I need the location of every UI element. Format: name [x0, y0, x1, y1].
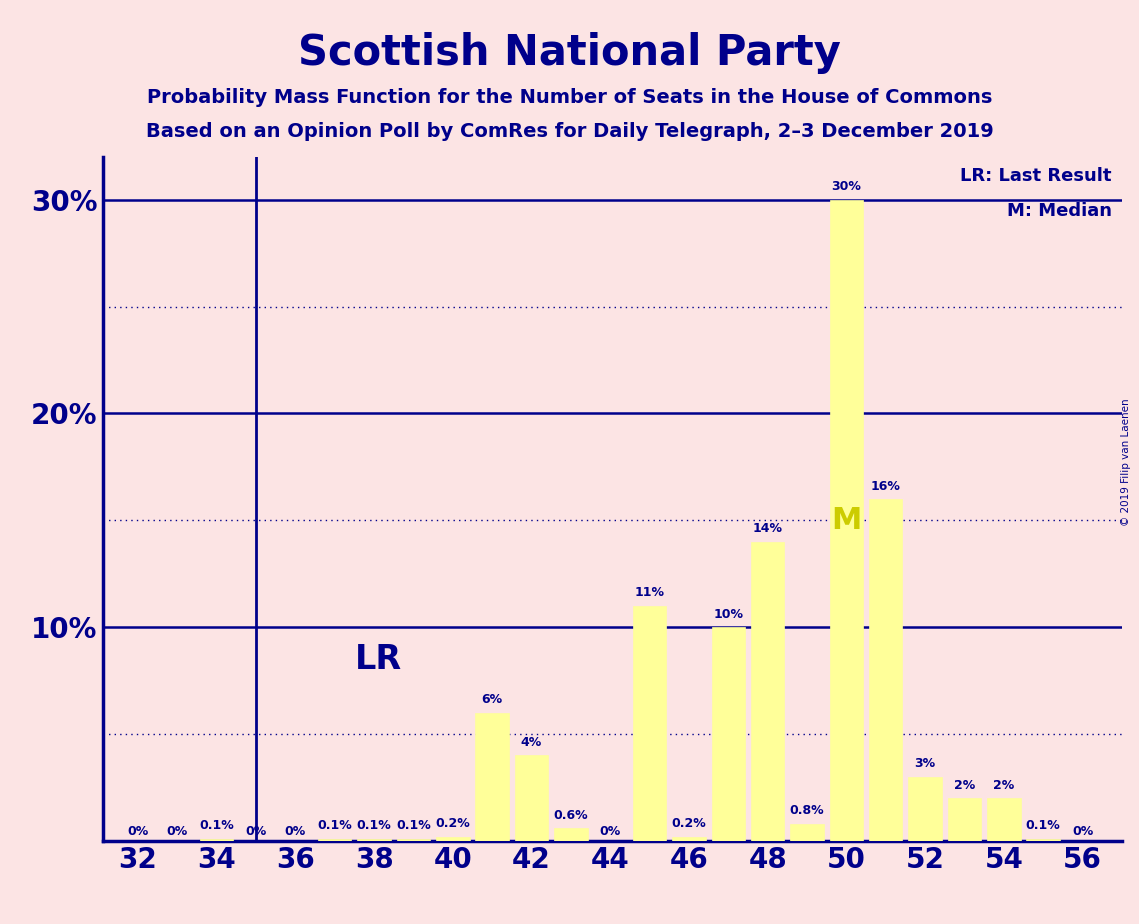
- Bar: [436, 836, 469, 841]
- Text: Scottish National Party: Scottish National Party: [298, 32, 841, 74]
- Text: 2%: 2%: [953, 779, 975, 792]
- Bar: [555, 828, 588, 841]
- Bar: [751, 541, 785, 841]
- Text: 6%: 6%: [482, 693, 502, 706]
- Bar: [318, 839, 352, 841]
- Bar: [948, 798, 981, 841]
- Text: 0%: 0%: [128, 824, 148, 838]
- Bar: [200, 839, 233, 841]
- Text: 10%: 10%: [713, 608, 744, 621]
- Text: © 2019 Filip van Laenen: © 2019 Filip van Laenen: [1121, 398, 1131, 526]
- Text: 14%: 14%: [753, 522, 782, 535]
- Text: 0%: 0%: [245, 824, 267, 838]
- Text: 0.1%: 0.1%: [357, 820, 392, 833]
- Bar: [829, 200, 863, 841]
- Text: 0.1%: 0.1%: [199, 820, 233, 833]
- Bar: [712, 627, 745, 841]
- Text: M: M: [831, 505, 861, 535]
- Text: 2%: 2%: [993, 779, 1015, 792]
- Text: LR: Last Result: LR: Last Result: [960, 167, 1112, 186]
- Text: 0%: 0%: [285, 824, 306, 838]
- Bar: [869, 499, 902, 841]
- Bar: [790, 824, 823, 841]
- Bar: [909, 777, 942, 841]
- Text: 0%: 0%: [166, 824, 188, 838]
- Text: Probability Mass Function for the Number of Seats in the House of Commons: Probability Mass Function for the Number…: [147, 88, 992, 107]
- Text: 4%: 4%: [521, 736, 542, 749]
- Bar: [633, 606, 666, 841]
- Bar: [396, 839, 431, 841]
- Bar: [358, 839, 391, 841]
- Text: 0.2%: 0.2%: [672, 817, 706, 830]
- Bar: [988, 798, 1021, 841]
- Text: 0.8%: 0.8%: [789, 804, 825, 818]
- Text: 16%: 16%: [871, 480, 901, 492]
- Text: 11%: 11%: [634, 587, 664, 600]
- Text: 0.1%: 0.1%: [318, 820, 352, 833]
- Text: 0.1%: 0.1%: [396, 820, 431, 833]
- Text: 0.2%: 0.2%: [435, 817, 470, 830]
- Bar: [515, 756, 548, 841]
- Bar: [1026, 839, 1060, 841]
- Text: 30%: 30%: [831, 180, 861, 193]
- Text: 0%: 0%: [1072, 824, 1093, 838]
- Text: 0.1%: 0.1%: [1026, 820, 1060, 833]
- Bar: [475, 712, 509, 841]
- Bar: [672, 836, 706, 841]
- Text: LR: LR: [354, 643, 402, 675]
- Text: 0.6%: 0.6%: [554, 808, 588, 821]
- Text: 0%: 0%: [599, 824, 621, 838]
- Text: Based on an Opinion Poll by ComRes for Daily Telegraph, 2–3 December 2019: Based on an Opinion Poll by ComRes for D…: [146, 122, 993, 141]
- Text: 3%: 3%: [915, 758, 935, 771]
- Text: M: Median: M: Median: [1007, 201, 1112, 220]
